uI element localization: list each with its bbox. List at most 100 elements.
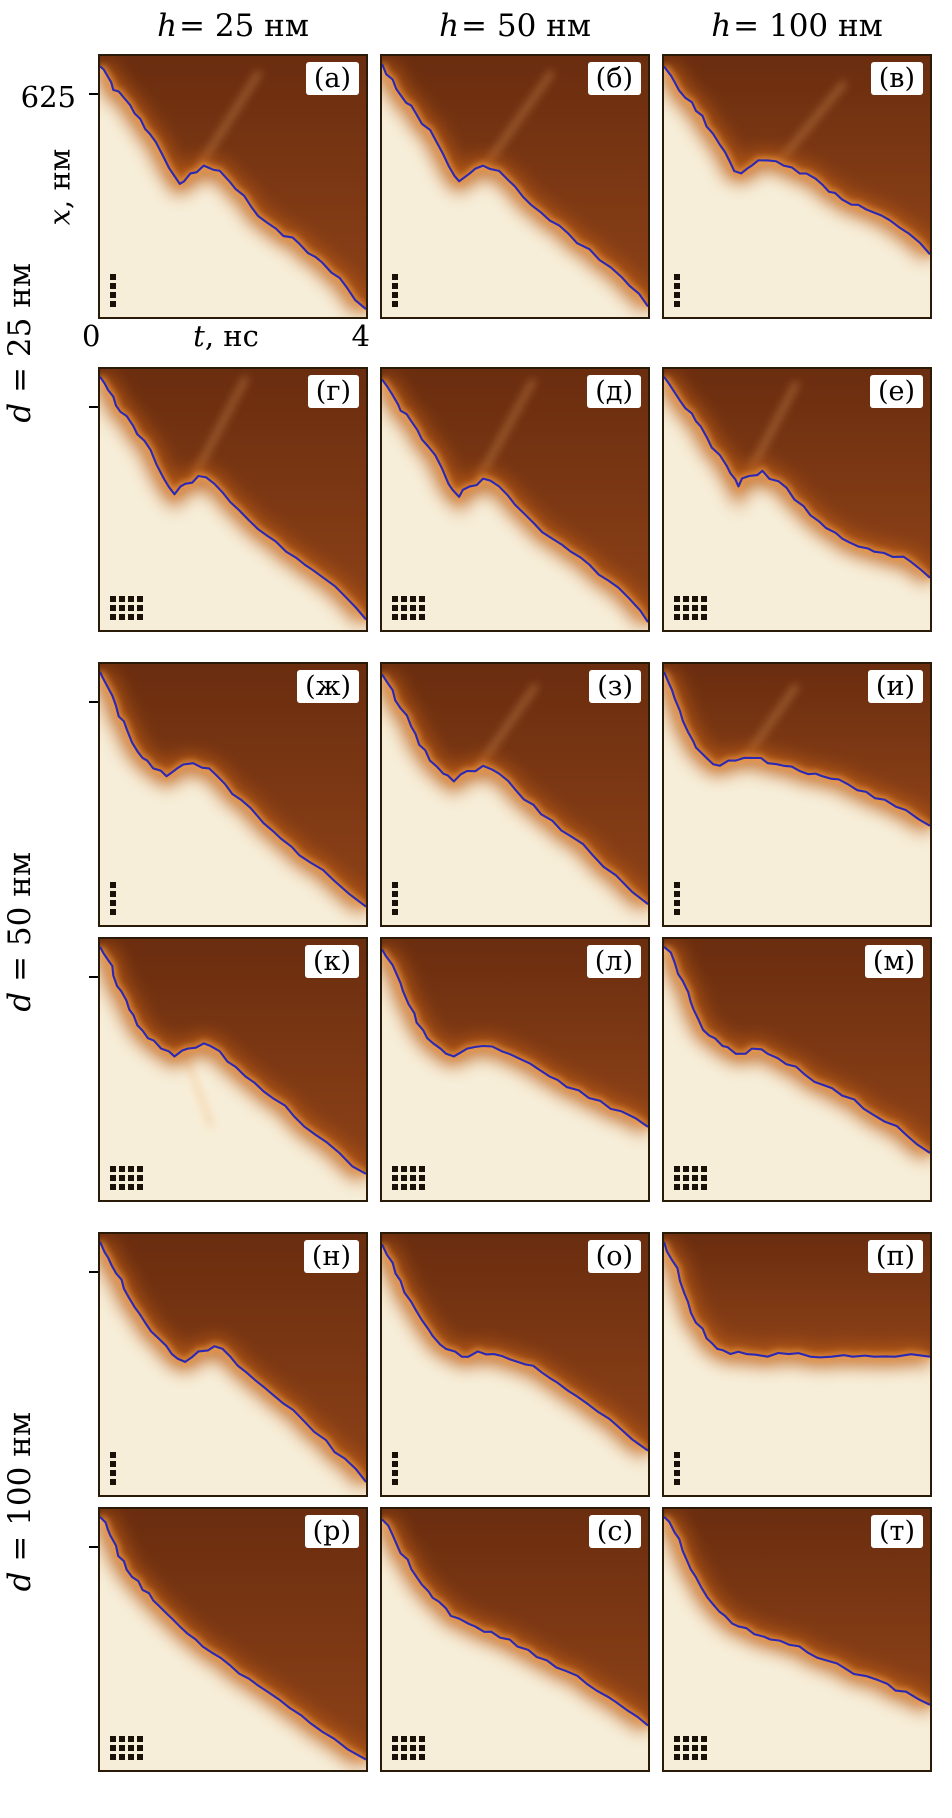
defect-square [683, 1736, 689, 1742]
defect-square [401, 596, 407, 602]
dark-phase-region [382, 939, 648, 1127]
defect-square [701, 1166, 707, 1172]
heatmap-panel: (е) [662, 367, 932, 632]
defect-square [392, 292, 398, 298]
panel-cell-н: (н) [89, 1232, 368, 1497]
heatmap-panel: (д) [380, 367, 650, 632]
defect-square [674, 882, 680, 888]
defect-square [392, 596, 398, 602]
defect-square [674, 1736, 680, 1742]
defect-square [110, 1184, 116, 1190]
heatmap-panel: (а) [89, 54, 368, 319]
heatmap-image [100, 1509, 366, 1770]
defect-square [683, 1754, 689, 1760]
dark-phase-region [664, 369, 930, 578]
defect-square [674, 1461, 680, 1467]
acoustic-ray [195, 70, 263, 170]
defect-marker-single [110, 1452, 116, 1485]
phase-boundary-line [664, 1516, 930, 1706]
column-header-text: = 25 нм [179, 8, 309, 44]
defect-square [392, 1452, 398, 1458]
defect-square [392, 1461, 398, 1467]
defect-square [119, 1166, 125, 1172]
y-axis-tick-mark [89, 975, 98, 978]
defect-square [392, 1479, 398, 1485]
phase-boundary-line [664, 671, 930, 827]
defect-square [392, 1754, 398, 1760]
defect-square [137, 596, 143, 602]
phase-boundary-line [100, 946, 366, 1175]
defect-marker-single [110, 882, 116, 915]
panel-label: (д) [587, 375, 641, 408]
y-axis-tick-mark [89, 700, 98, 703]
defect-marker-array [392, 1166, 425, 1190]
defect-square [110, 292, 116, 298]
acoustic-ray [190, 375, 249, 480]
defect-marker-single [674, 1452, 680, 1485]
defect-square [674, 1745, 680, 1751]
phase-boundary-line [382, 378, 648, 623]
phase-boundary-line [100, 1241, 366, 1483]
defect-marker-array [674, 1736, 707, 1760]
defect-square [410, 1184, 416, 1190]
defect-square [119, 1736, 125, 1742]
defect-square [674, 891, 680, 897]
column-header-h25: h = 25 нм [98, 8, 368, 54]
phase-boundary-line [382, 948, 648, 1128]
defect-square [128, 1745, 134, 1751]
defect-square [128, 1166, 134, 1172]
panel-cell-а: (а) [89, 54, 368, 319]
heatmap-panel: (т) [662, 1507, 932, 1772]
defect-square [392, 882, 398, 888]
defect-square [683, 1175, 689, 1181]
defect-square [110, 596, 116, 602]
defect-square [701, 1736, 707, 1742]
defect-square [392, 605, 398, 611]
defect-square [392, 283, 398, 289]
panel-cell-е: (е) [662, 367, 932, 632]
phase-boundary-line [664, 65, 930, 256]
defect-square [674, 900, 680, 906]
defect-square [110, 1452, 116, 1458]
dark-phase-region [664, 1234, 930, 1358]
y-axis-tick-mark [89, 1270, 98, 1273]
heatmap-panel: (к) [89, 937, 368, 1202]
panel-label: (и) [867, 670, 923, 703]
phase-boundary-line [100, 65, 366, 310]
defect-square [701, 1175, 707, 1181]
phase-boundary-line [382, 673, 648, 905]
defect-square [419, 1184, 425, 1190]
defect-square [674, 1166, 680, 1172]
phase-boundary-line [100, 376, 366, 621]
h-symbol: h [711, 8, 732, 44]
heatmap-panel: (и) [662, 662, 932, 927]
defect-square [128, 1754, 134, 1760]
phase-boundary-line [664, 946, 930, 1154]
defect-square [401, 1754, 407, 1760]
panel-cell-д: (д) [380, 367, 650, 632]
y-axis-tick-625: 625 [20, 80, 76, 114]
defect-square [401, 605, 407, 611]
heatmap-panel: (р) [89, 1507, 368, 1772]
heatmap-image [100, 939, 366, 1200]
defect-marker-single [392, 1452, 398, 1485]
defect-square [692, 596, 698, 602]
defect-square [683, 1166, 689, 1172]
defect-square [692, 1175, 698, 1181]
defect-square [110, 1754, 116, 1760]
defect-square [692, 1754, 698, 1760]
defect-square [392, 274, 398, 280]
defect-square [683, 614, 689, 620]
defect-square [683, 1184, 689, 1190]
defect-square [674, 596, 680, 602]
defect-square [110, 891, 116, 897]
panel-label: (а) [305, 62, 359, 95]
y-axis: 625 x, нм [0, 54, 86, 319]
defect-square [110, 900, 116, 906]
defect-square [392, 1175, 398, 1181]
heatmap-image [382, 369, 648, 630]
panel-label: (т) [870, 1515, 923, 1548]
defect-square [119, 605, 125, 611]
heatmap-image [664, 1509, 930, 1770]
